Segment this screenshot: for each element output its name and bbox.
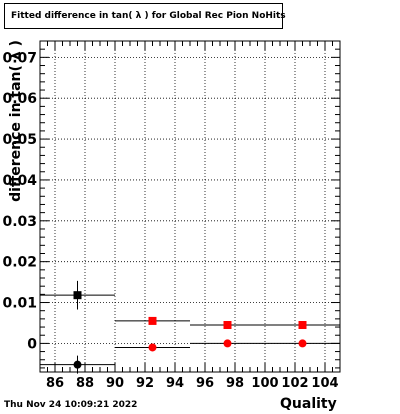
x-axis-label: Quality — [280, 396, 337, 412]
x-tick-label: 96 — [196, 376, 214, 391]
tick-labels: 86 88 90 92 94 96 98 100 102 104 0 0.01 0.02 0.03 0.04… — [2, 50, 338, 391]
data-point-square — [148, 316, 157, 325]
y-tick-label: 0.05 — [2, 132, 37, 148]
x-tick-label: 104 — [311, 376, 338, 391]
chart-title-box: Fitted difference in tan( λ ) for Global… — [4, 3, 286, 29]
timestamp-footer: Thu Nov 24 10:09:21 2022 — [4, 400, 138, 410]
x-tick-label: 102 — [281, 376, 308, 391]
x-tick-label: 92 — [136, 376, 154, 391]
data-series — [40, 280, 340, 374]
y-tick-label: 0.01 — [2, 296, 37, 312]
x-tick-label: 94 — [166, 376, 184, 391]
x-tick-label: 98 — [226, 376, 244, 391]
x-tick-label: 88 — [76, 376, 94, 391]
chart-title: Fitted difference in tan( λ ) for Global… — [11, 11, 286, 21]
plot-frame — [39, 40, 341, 373]
x-tick-label: 86 — [46, 376, 64, 391]
y-tick-label: 0.02 — [2, 255, 37, 271]
data-point-circle — [298, 339, 307, 348]
x-tick-label: 100 — [251, 376, 278, 391]
y-tick-label: 0.06 — [2, 91, 37, 107]
y-tick-label: 0 — [27, 336, 37, 352]
data-point-square — [73, 291, 82, 300]
data-point-square — [298, 321, 307, 330]
grid-lines — [40, 41, 340, 372]
y-tick-label: 0.03 — [2, 214, 37, 230]
y-axis-label: difference in tan( λ ) — [8, 40, 24, 202]
x-tick-label: 90 — [106, 376, 124, 391]
data-point-square — [223, 321, 232, 330]
data-point-circle — [223, 339, 232, 348]
y-tick-label: 0.07 — [2, 50, 37, 66]
data-point-circle — [148, 343, 157, 352]
y-tick-label: 0.04 — [2, 173, 37, 189]
data-point-circle — [73, 360, 82, 369]
